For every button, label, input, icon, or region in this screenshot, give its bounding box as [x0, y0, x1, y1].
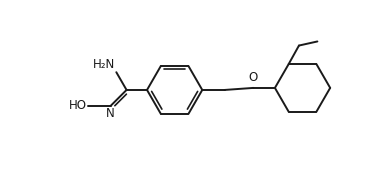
Text: H₂N: H₂N	[93, 58, 115, 71]
Text: O: O	[249, 71, 258, 84]
Text: N: N	[106, 107, 115, 120]
Text: HO: HO	[69, 99, 87, 112]
